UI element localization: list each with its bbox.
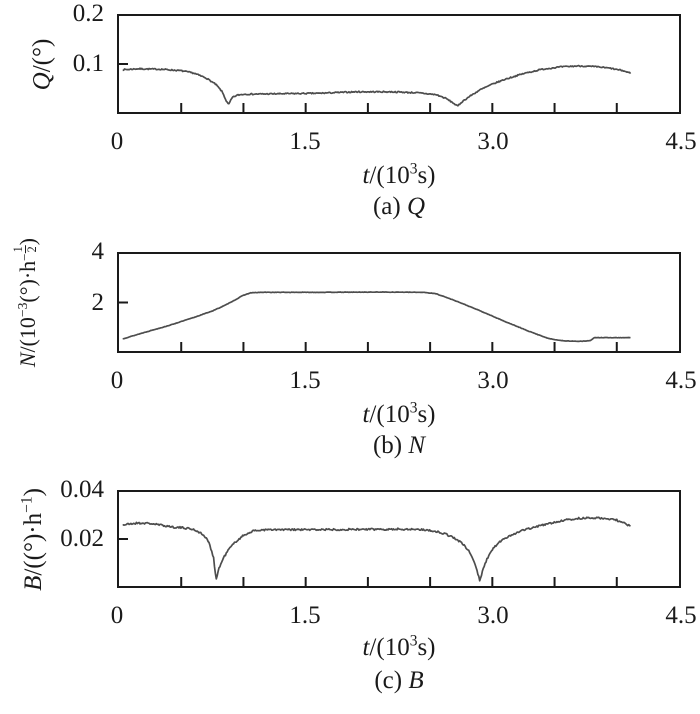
x-axis-label-c: t/(103s) (362, 632, 436, 661)
x-tick-labels-c: 0 1.5 3.0 4.5 (111, 602, 697, 629)
subplot-b: N/(10−3(°)·h −1 2) 4 2 0 1.5 3.0 4.5 t/(10… (0, 238, 700, 476)
y-tick-label-top: 4 (91, 238, 105, 265)
x-tick-label: 4.5 (665, 128, 697, 155)
subplot-a: Q/(°) 0.2 0.1 0 1.5 3.0 4.5 t/(103s) (a)… (0, 0, 700, 238)
x-tick-label: 1.5 (289, 367, 321, 394)
line-series-n (119, 291, 631, 351)
x-tick-label: 3.0 (477, 602, 509, 629)
subplot-caption-b: (b) N (372, 432, 426, 459)
x-tick-label: 0 (110, 128, 124, 155)
x-tick-label: 1.5 (289, 602, 321, 629)
plot-area-b (117, 252, 681, 353)
y-tick-label-top: 0.2 (72, 0, 104, 27)
subplot-caption-a: (a) Q (372, 193, 426, 220)
y-tick-label-mid: 2 (91, 289, 105, 316)
y-tick-label-mid: 0.1 (72, 50, 104, 77)
x-tick-labels-a: 0 1.5 3.0 4.5 (111, 128, 697, 155)
x-tick-label: 4.5 (665, 367, 697, 394)
subplot-c: B/((°)·h−1) 0.04 0.02 0 1.5 3.0 4.5 t/(1… (0, 476, 700, 714)
y-tick-label-top: 0.04 (60, 476, 104, 503)
x-axis-label-b: t/(103s) (362, 399, 436, 428)
line-series-q (119, 63, 632, 112)
x-tick-labels-b: 0 1.5 3.0 4.5 (111, 367, 697, 394)
line-series-b (119, 516, 631, 586)
x-tick-label: 0 (110, 367, 124, 394)
x-tick-label: 3.0 (477, 128, 509, 155)
x-var: t (362, 401, 370, 428)
x-axis-label-a: t/(103s) (362, 160, 436, 189)
x-var: t (362, 634, 370, 661)
x-tick-label: 0 (110, 602, 124, 629)
plot-area-a (117, 14, 681, 114)
y-var: B (19, 575, 47, 591)
plot-area-c (117, 490, 681, 588)
y-var: N (15, 352, 41, 368)
x-tick-label: 4.5 (665, 602, 697, 629)
x-tick-label: 1.5 (289, 128, 321, 155)
x-var: t (362, 162, 370, 189)
x-tick-label: 3.0 (477, 367, 509, 394)
subplot-caption-c: (c) B (374, 667, 424, 694)
y-tick-label-mid: 0.02 (60, 525, 104, 552)
